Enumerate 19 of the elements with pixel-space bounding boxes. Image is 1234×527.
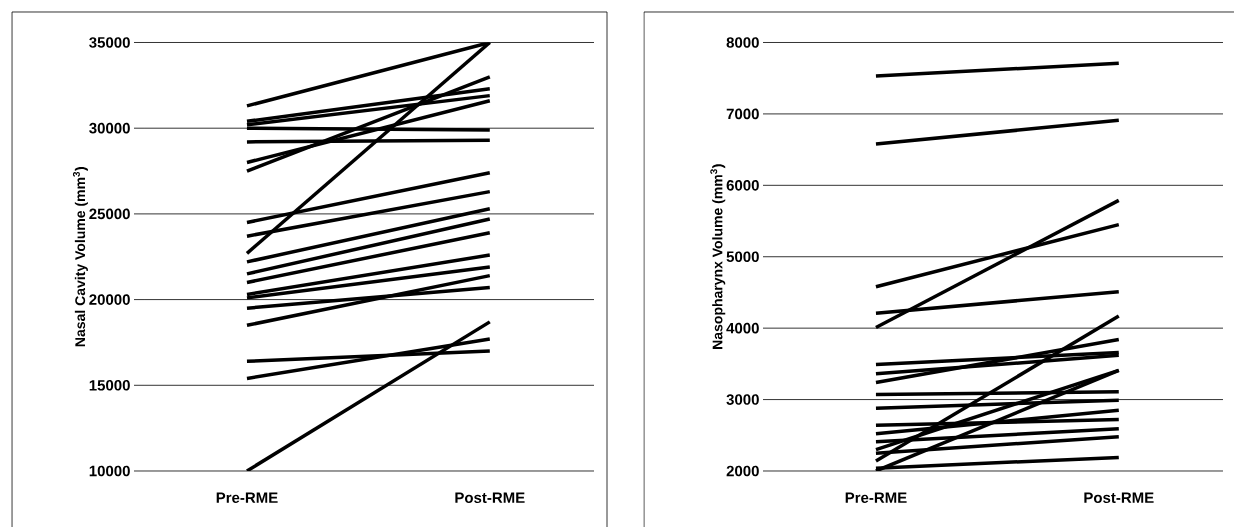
y-tick-label: 7000 [726, 108, 759, 120]
x-tick-label: Post-RME [455, 492, 525, 503]
y-tick-label: 20000 [89, 294, 130, 305]
y-axis-title: Nasopharynx Volume (mm$^{3}$) [710, 164, 726, 349]
y-tick-label: 5000 [726, 251, 759, 263]
x-tick-label: Pre-RME [216, 492, 278, 503]
y-tick-label: 35000 [89, 37, 130, 48]
x-tick-label: Post-RME [1084, 492, 1154, 503]
x-tick-label: Pre-RME [845, 492, 907, 503]
y-tick-label: 15000 [89, 379, 130, 391]
y-tick-label: 30000 [89, 122, 130, 134]
y-tick-label: 6000 [726, 180, 759, 191]
y-tick-label: 2000 [726, 465, 759, 477]
y-tick-label: 25000 [89, 208, 130, 220]
y-tick-label: 8000 [726, 37, 759, 48]
y-tick-label: 4000 [726, 322, 759, 334]
y-axis-title: Nasal Cavity Volume (mm$^{3}$) [72, 167, 88, 347]
y-tick-label: 10000 [89, 465, 130, 477]
y-tick-label: 3000 [726, 394, 759, 405]
